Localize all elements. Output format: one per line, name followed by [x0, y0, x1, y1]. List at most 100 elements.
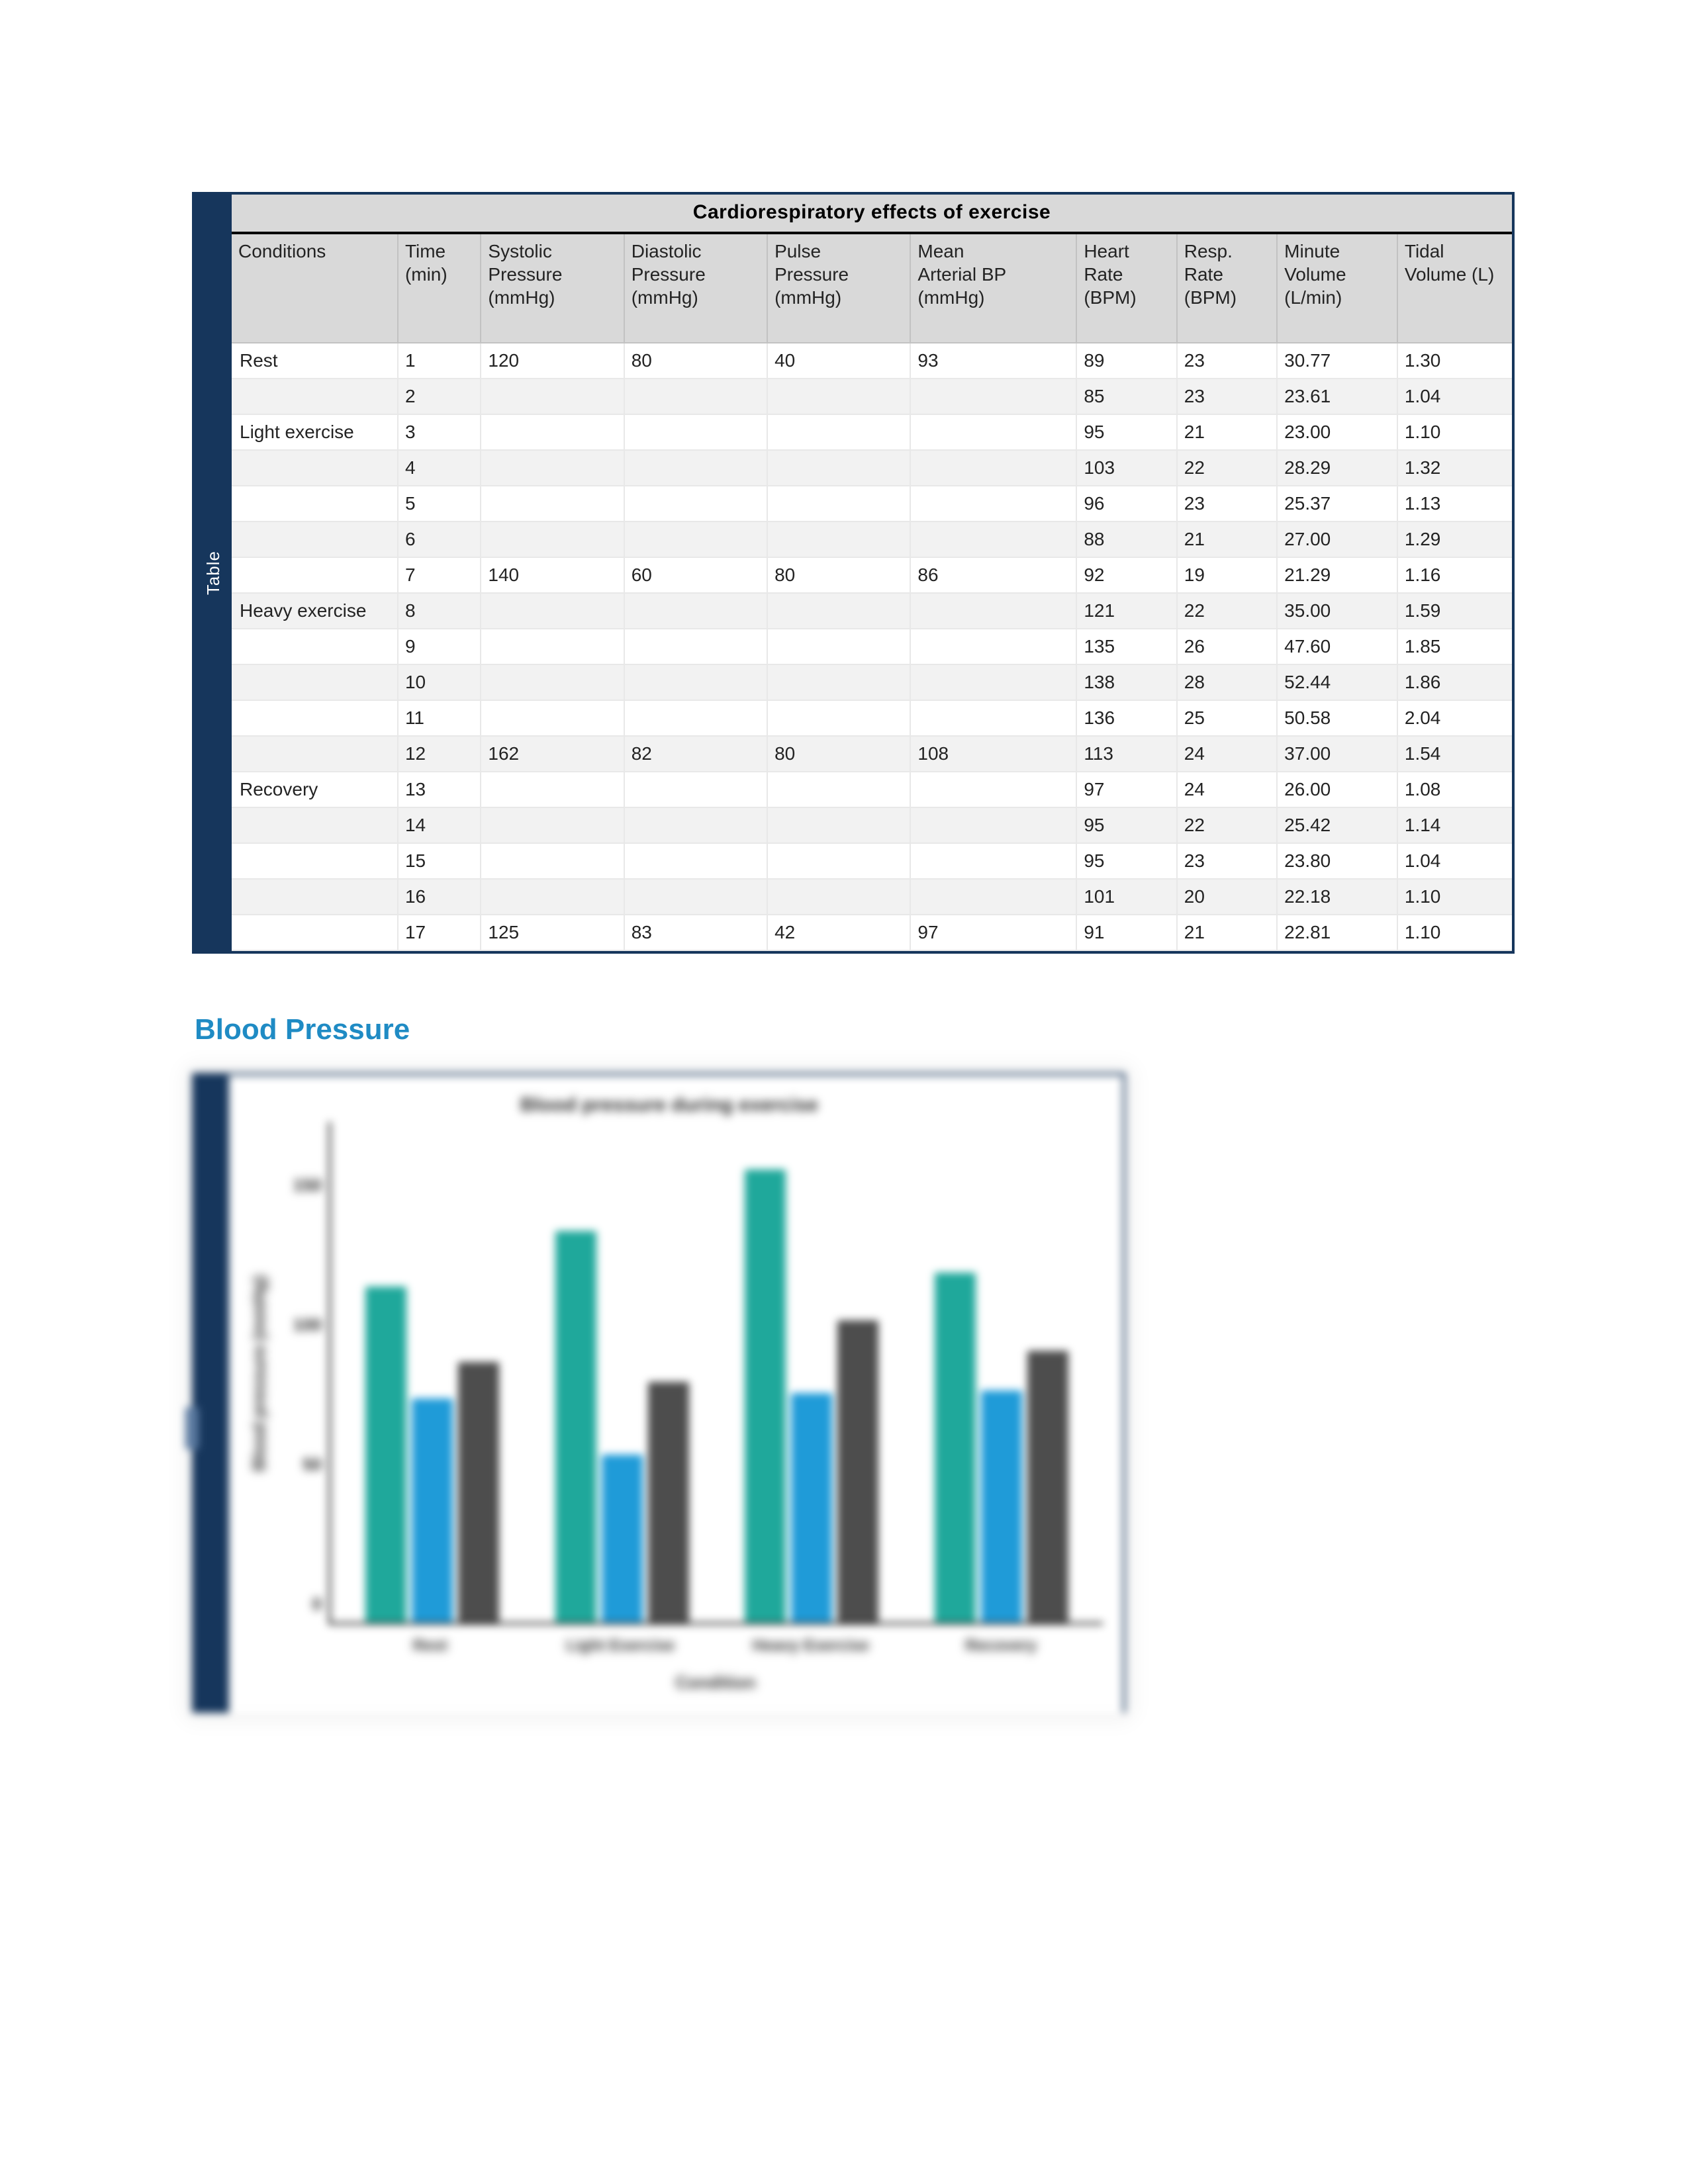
table-cell: 23.61: [1277, 379, 1397, 414]
bar-systolic: [745, 1169, 786, 1622]
table-cell: 52.44: [1277, 664, 1397, 700]
table-cell: 1.04: [1397, 379, 1512, 414]
table-cell: 120: [481, 343, 624, 379]
table-cell: 95: [1076, 843, 1176, 879]
table-cell: 140: [481, 557, 624, 593]
table-cell: [624, 629, 767, 664]
table-cell: 16: [398, 879, 481, 915]
table-cell: [910, 379, 1076, 414]
table-cell: 1.54: [1397, 736, 1512, 772]
table-cell: 28.29: [1277, 450, 1397, 486]
table-cell: [481, 414, 624, 450]
table-header-cell: MinuteVolume (L/min): [1277, 234, 1397, 343]
table-cell: 3: [398, 414, 481, 450]
table-cell: 89: [1076, 343, 1176, 379]
table-cell: 25: [1177, 700, 1277, 736]
table-cell: 23.00: [1277, 414, 1397, 450]
data-table-container: Table Cardiorespiratory effects of exerc…: [192, 192, 1515, 954]
table-cell: 95: [1076, 807, 1176, 843]
table-cell: [481, 486, 624, 522]
table-cell: [232, 807, 398, 843]
chart-side-knob-icon: [185, 1407, 199, 1449]
table-cell: 1.85: [1397, 629, 1512, 664]
data-table: ConditionsTime(min)SystolicPressure (mmH…: [232, 234, 1512, 951]
table-cell: 1.32: [1397, 450, 1512, 486]
table-row: Heavy exercise81212235.001.59: [232, 593, 1512, 629]
table-cell: 47.60: [1277, 629, 1397, 664]
table-cell: 125: [481, 915, 624, 950]
table-header-cell: TidalVolume (L): [1397, 234, 1512, 343]
table-cell: [624, 593, 767, 629]
table-side-label-text: Table: [203, 551, 224, 595]
bp-chart-container: Blood pressure during exercise Blood pre…: [192, 1073, 1125, 1713]
table-cell: 2.04: [1397, 700, 1512, 736]
table-row: 101382852.441.86: [232, 664, 1512, 700]
table-cell: [624, 700, 767, 736]
table-cell: Recovery: [232, 772, 398, 807]
bar-diastolic: [981, 1390, 1022, 1622]
table-cell: 80: [767, 736, 910, 772]
plot-row: Blood pressure (mmHg) 050100150: [236, 1122, 1103, 1625]
table-cell: [232, 664, 398, 700]
y-tick-label: 150: [293, 1175, 322, 1195]
table-cell: 37.00: [1277, 736, 1397, 772]
table-cell: [232, 379, 398, 414]
table-cell: 22: [1177, 807, 1277, 843]
y-axis-label-text: Blood pressure (mmHg): [249, 1275, 269, 1471]
bar-mean-arterial: [648, 1382, 689, 1622]
table-cell: [624, 379, 767, 414]
x-axis-label: Condition: [328, 1672, 1103, 1693]
table-cell: 93: [910, 343, 1076, 379]
table-cell: [624, 843, 767, 879]
table-cell: 86: [910, 557, 1076, 593]
table-cell: [910, 843, 1076, 879]
table-cell: [767, 450, 910, 486]
bar-diastolic: [791, 1393, 832, 1622]
table-cell: 26.00: [1277, 772, 1397, 807]
table-cell: 82: [624, 736, 767, 772]
table-cell: 50.58: [1277, 700, 1397, 736]
table-cell: 1.59: [1397, 593, 1512, 629]
table-cell: [232, 879, 398, 915]
table-row: 161012022.181.10: [232, 879, 1512, 915]
bar-mean-arterial: [1027, 1351, 1068, 1622]
table-cell: 1.08: [1397, 772, 1512, 807]
table-cell: 83: [624, 915, 767, 950]
bar-systolic: [555, 1231, 596, 1622]
table-cell: 27.00: [1277, 522, 1397, 557]
table-cell: [232, 736, 398, 772]
page: Table Cardiorespiratory effects of exerc…: [0, 0, 1688, 2184]
table-cell: 21: [1177, 915, 1277, 950]
table-row: 6882127.001.29: [232, 522, 1512, 557]
table-cell: 113: [1076, 736, 1176, 772]
table-header-cell: HeartRate (BPM): [1076, 234, 1176, 343]
table-cell: [910, 414, 1076, 450]
table-cell: 135: [1076, 629, 1176, 664]
table-cell: 22: [1177, 593, 1277, 629]
table-row: 91352647.601.85: [232, 629, 1512, 664]
table-row: 17125834297912122.811.10: [232, 915, 1512, 950]
table-cell: Heavy exercise: [232, 593, 398, 629]
table-cell: 25.42: [1277, 807, 1397, 843]
table-cell: [481, 593, 624, 629]
table-cell: 88: [1076, 522, 1176, 557]
table-cell: Light exercise: [232, 414, 398, 450]
table-cell: [624, 664, 767, 700]
table-cell: 21: [1177, 414, 1277, 450]
table-cell: [232, 843, 398, 879]
table-cell: [767, 379, 910, 414]
table-cell: [910, 629, 1076, 664]
table-cell: 8: [398, 593, 481, 629]
table-row: 1216282801081132437.001.54: [232, 736, 1512, 772]
table-cell: 162: [481, 736, 624, 772]
table-cell: [767, 486, 910, 522]
table-cell: 24: [1177, 736, 1277, 772]
table-cell: 23: [1177, 379, 1277, 414]
table-row: Recovery13972426.001.08: [232, 772, 1512, 807]
table-cell: [232, 700, 398, 736]
table-cell: 1.14: [1397, 807, 1512, 843]
table-cell: Rest: [232, 343, 398, 379]
table-cell: [767, 879, 910, 915]
data-table-body: Cardiorespiratory effects of exercise Co…: [232, 195, 1512, 951]
table-cell: 96: [1076, 486, 1176, 522]
